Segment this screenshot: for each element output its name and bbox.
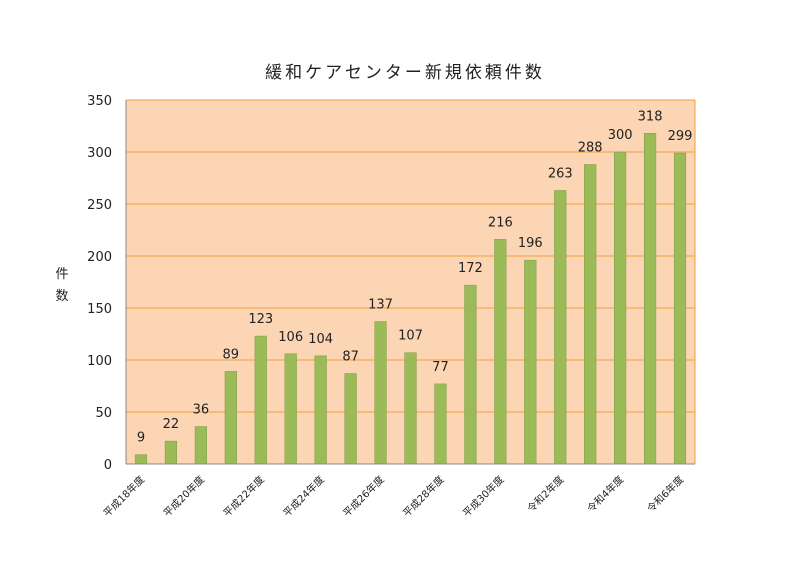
data-label: 300 [608, 128, 633, 143]
x-tick-label: 平成20年度 [161, 473, 207, 519]
x-tick-label: 令和6年度 [644, 473, 686, 515]
data-label: 107 [398, 329, 423, 344]
bar [164, 440, 178, 465]
data-label: 87 [342, 350, 359, 365]
bar [374, 321, 387, 465]
bar [344, 373, 357, 465]
y-tick-label: 300 [87, 146, 112, 161]
data-label: 104 [308, 332, 333, 347]
x-tick-label: 平成26年度 [340, 473, 386, 519]
data-label: 106 [278, 330, 303, 345]
bar [194, 426, 207, 465]
y-tick-label: 250 [87, 198, 112, 213]
bar [614, 151, 627, 465]
data-labels: 9 22 36 89 123 106 104 87 137 107 77 172 216 196 263 28… [137, 109, 693, 445]
data-label: 216 [488, 215, 513, 230]
bar [254, 335, 267, 465]
data-label: 137 [368, 298, 393, 313]
y-tick-label: 50 [95, 406, 112, 421]
data-label: 77 [432, 360, 449, 375]
data-label: 172 [458, 261, 483, 276]
bar [673, 152, 687, 465]
y-tick-label: 100 [87, 354, 112, 369]
bar [134, 454, 148, 465]
bar [643, 133, 657, 465]
y-tick-labels: 0 50 100 150 200 250 300 350 [87, 94, 112, 473]
x-tick-label: 令和4年度 [584, 473, 626, 515]
data-label: 9 [137, 431, 145, 446]
bar [494, 239, 507, 465]
data-label: 263 [548, 166, 573, 181]
axes [125, 99, 696, 465]
bar [434, 383, 447, 465]
data-label: 89 [223, 347, 240, 362]
data-label: 318 [638, 109, 663, 124]
data-label: 299 [668, 129, 693, 144]
data-label: 196 [518, 236, 543, 251]
bar [524, 259, 537, 465]
x-tick-label: 平成24年度 [280, 473, 326, 519]
x-tick-label: 平成28年度 [400, 473, 446, 519]
y-tick-label: 200 [87, 250, 112, 265]
bar [284, 353, 297, 465]
y-axis-label-char: 数 [55, 289, 68, 304]
data-label: 36 [193, 403, 210, 418]
bar [314, 355, 327, 465]
bar [404, 352, 417, 465]
x-tick-label: 平成18年度 [101, 473, 147, 519]
chart-title: 緩和ケアセンター新規依頼件数 [265, 63, 545, 83]
bar [224, 371, 237, 465]
x-tick-label: 令和2年度 [524, 473, 566, 515]
data-label: 288 [578, 140, 603, 155]
bar [464, 284, 477, 465]
bar [554, 190, 567, 465]
y-tick-label: 150 [87, 302, 112, 317]
data-label: 22 [163, 417, 180, 432]
y-tick-label: 350 [87, 94, 112, 109]
x-tick-label: 平成22年度 [220, 473, 266, 519]
data-label: 123 [248, 312, 273, 327]
y-tick-label: 0 [104, 458, 112, 473]
x-tick-label: 平成30年度 [460, 473, 506, 519]
x-tick-labels: 平成18年度 平成20年度 平成22年度 平成24年度 平成26年度 平成28年度 平成30… [101, 473, 687, 519]
bars-group [134, 133, 687, 465]
y-axis-label-char: 件 [55, 267, 68, 282]
y-axis-label: 件数 [55, 267, 68, 304]
bar [584, 164, 597, 465]
